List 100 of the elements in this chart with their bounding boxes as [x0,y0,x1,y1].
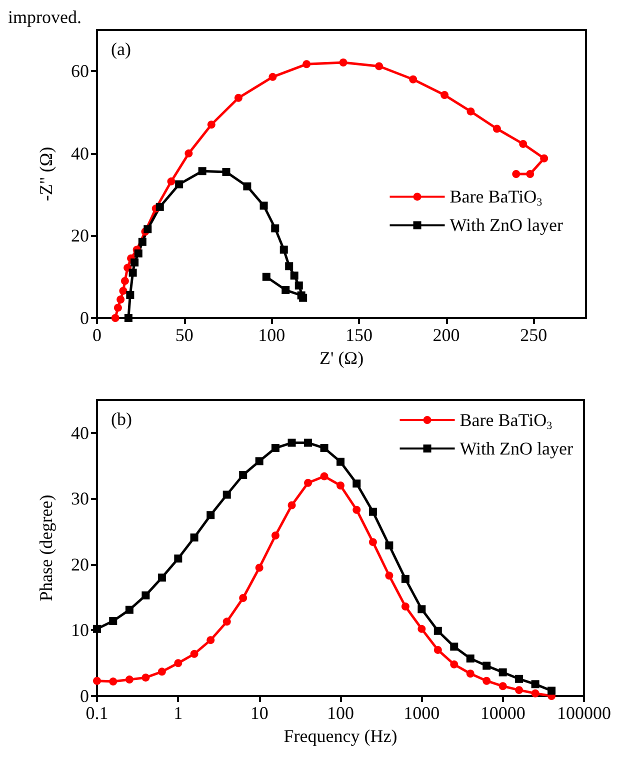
point [222,168,230,176]
point [125,676,134,684]
point [184,149,193,158]
x-tick-label: 100 [258,325,286,345]
y-tick-label: 40 [71,143,89,164]
x-axis-title: Z' (Ω) [319,348,364,368]
point [385,572,394,580]
point [482,662,491,670]
point [297,291,306,300]
point [271,444,280,452]
point [109,678,118,686]
point [498,682,507,690]
y-tick-label: 20 [71,554,89,574]
point [174,554,182,563]
point [142,591,150,600]
point [434,646,442,654]
x-tick-label: 10 [250,703,268,723]
point [239,470,248,479]
point [142,674,150,682]
point [255,457,264,466]
point [304,478,312,487]
point [466,107,475,116]
y-tick-label: 0 [80,308,89,328]
point [339,58,348,66]
x-tick-label: 1 [174,703,183,723]
point [130,258,139,266]
point [255,564,264,572]
point [158,574,166,582]
point [111,314,120,322]
point [206,636,215,644]
point [492,124,501,133]
x-tick-label: 10000 [480,703,526,723]
point [282,286,290,294]
x-tick-label: 50 [175,325,194,345]
point [126,290,134,299]
point [352,480,361,488]
point [119,286,128,295]
point [304,438,312,447]
y-tick-label: 10 [71,620,89,640]
point [515,674,524,683]
point [352,506,361,514]
point [262,272,270,281]
point [440,91,449,100]
point [239,594,248,602]
point [515,686,524,694]
x-axis-title: Frequency (Hz) [284,726,398,746]
point [526,170,534,178]
point [271,532,280,540]
point [401,602,410,611]
y-tick-label: 60 [71,61,89,82]
y-tick-label: 0 [80,686,89,706]
y-tick-label: 40 [71,422,89,443]
y-tick-label: 30 [71,488,89,509]
point [450,642,458,651]
point [288,501,296,510]
point [175,180,184,188]
annotation: (b) [111,409,132,429]
point [302,60,311,68]
point [128,268,137,277]
point [125,606,134,614]
point [243,182,252,190]
point [466,654,474,663]
y-axis-title: Phase (degree) [36,494,56,602]
point [368,538,377,546]
x-tick-label: 0 [92,325,102,345]
point [336,458,344,466]
legend-label: With ZnO layer [450,215,564,236]
point [271,224,280,232]
point [144,225,152,234]
point [234,94,242,102]
point [466,670,474,678]
point [401,574,410,583]
x-tick-label: 100 [327,703,354,723]
point [120,276,129,285]
point [434,626,442,635]
point [375,62,384,70]
point [206,511,215,520]
point [482,676,491,685]
x-tick-label: 100000 [557,703,611,723]
point [548,686,556,695]
point [280,246,288,254]
point [268,72,277,81]
point [167,177,176,186]
point [156,202,164,211]
point [114,304,122,312]
point [116,295,125,304]
annotation: (a) [111,39,131,59]
point [531,680,540,688]
point [385,541,394,550]
point [418,605,426,614]
point [450,660,458,668]
point [540,154,548,162]
point [409,75,418,84]
point [320,444,328,452]
point [190,650,198,658]
point [93,676,101,685]
point [174,659,182,668]
point [134,249,142,258]
x-tick-label: 0.1 [86,703,108,723]
point [519,140,528,148]
